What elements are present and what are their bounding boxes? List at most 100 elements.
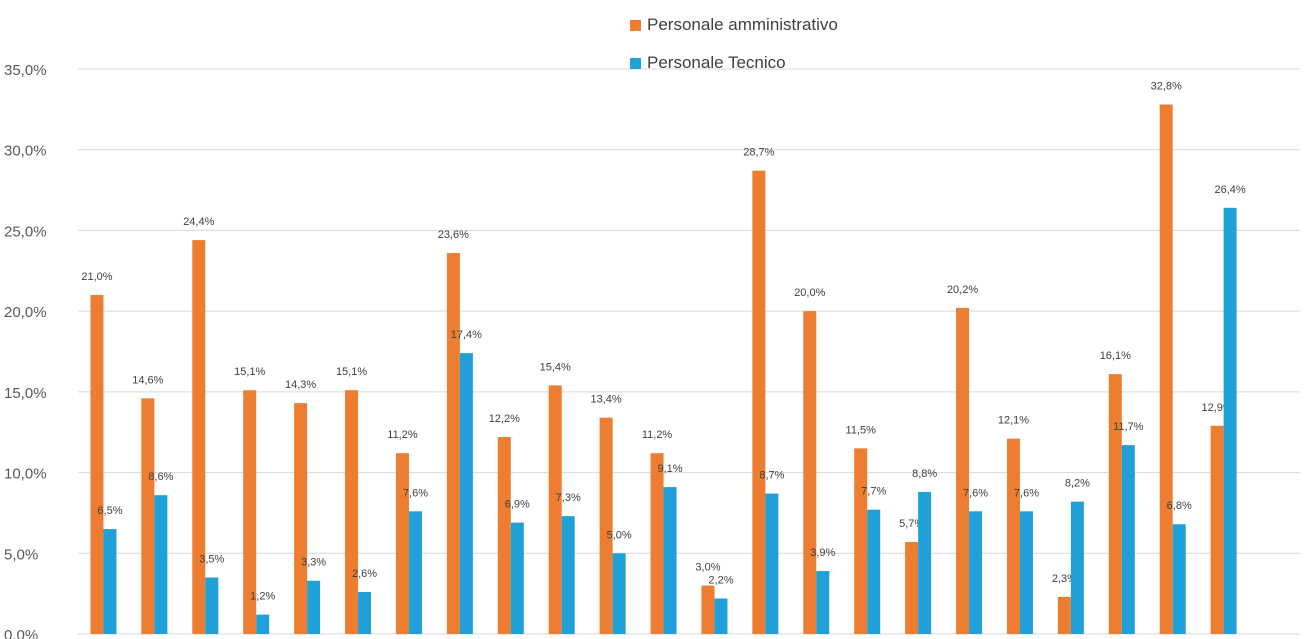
data-label-admin: 14,3% bbox=[285, 379, 316, 391]
data-label-admin: 16,1% bbox=[1100, 350, 1131, 362]
bar-tecnico bbox=[256, 614, 270, 634]
bar-tecnico bbox=[459, 353, 473, 634]
bar-tecnico bbox=[358, 592, 372, 634]
bar-admin bbox=[1006, 438, 1020, 634]
bar-tecnico bbox=[103, 529, 117, 634]
bar-admin bbox=[1057, 596, 1071, 634]
bar-tecnico bbox=[612, 553, 626, 634]
bar-admin bbox=[497, 437, 511, 634]
data-label-admin: 21,0% bbox=[81, 271, 112, 283]
data-label-tecnico: 3,3% bbox=[301, 557, 326, 569]
data-label-tecnico: 7,3% bbox=[556, 492, 581, 504]
data-label-tecnico: 8,6% bbox=[148, 471, 173, 483]
data-label-admin: 20,2% bbox=[947, 284, 978, 296]
data-label-tecnico: 8,8% bbox=[912, 468, 937, 480]
legend: Personale amministrativo Personale Tecni… bbox=[630, 6, 838, 82]
data-label-admin: 5,7% bbox=[899, 518, 924, 530]
data-label-admin: 2,3% bbox=[1052, 573, 1077, 585]
data-label-tecnico: 7,6% bbox=[403, 487, 428, 499]
data-label-tecnico: 2,2% bbox=[708, 574, 733, 586]
bar-tecnico bbox=[307, 580, 321, 634]
bar-tecnico bbox=[765, 493, 779, 634]
y-tick-label: 15,0% bbox=[4, 385, 47, 402]
data-label-tecnico: 8,7% bbox=[759, 470, 784, 482]
bar-admin bbox=[650, 453, 664, 634]
bar-tecnico bbox=[1121, 445, 1135, 634]
bar-admin bbox=[446, 253, 460, 634]
y-tick-label: 10,0% bbox=[4, 466, 47, 483]
data-label-tecnico: 6,8% bbox=[1167, 500, 1192, 512]
data-label-tecnico: 3,9% bbox=[810, 547, 835, 559]
data-label-tecnico: 5,0% bbox=[607, 529, 632, 541]
legend-swatch-tecnico bbox=[630, 57, 641, 69]
legend-label-admin: Personale amministrativo bbox=[647, 15, 838, 34]
data-label-admin: 11,2% bbox=[387, 429, 418, 441]
legend-item-admin: Personale amministrativo bbox=[630, 6, 838, 44]
data-label-admin: 12,2% bbox=[489, 413, 520, 425]
bar-tecnico bbox=[969, 511, 983, 634]
legend-label-tecnico: Personale Tecnico bbox=[647, 53, 786, 72]
bar-admin bbox=[141, 398, 155, 634]
bar-admin bbox=[803, 311, 817, 634]
bar-tecnico bbox=[663, 487, 677, 634]
data-label-tecnico: 1,2% bbox=[250, 591, 275, 603]
data-label-tecnico: 2,6% bbox=[352, 568, 377, 580]
bar-tecnico bbox=[205, 577, 219, 634]
bar-admin bbox=[90, 295, 104, 634]
bar-admin bbox=[701, 585, 715, 634]
data-label-tecnico: 7,6% bbox=[1014, 487, 1039, 499]
data-label-admin: 11,2% bbox=[642, 429, 673, 441]
data-label-admin: 24,4% bbox=[183, 216, 214, 228]
bar-admin bbox=[192, 240, 206, 634]
y-tick-label: 35,0% bbox=[4, 62, 47, 79]
bar-tecnico bbox=[816, 571, 830, 634]
data-label-admin: 13,4% bbox=[591, 394, 622, 406]
bar-tecnico bbox=[1172, 524, 1186, 634]
bar-admin bbox=[599, 417, 613, 634]
bar-admin bbox=[294, 403, 308, 634]
legend-item-tecnico: Personale Tecnico bbox=[630, 44, 838, 82]
bar-admin bbox=[752, 170, 766, 634]
y-tick-label: 0,0% bbox=[4, 627, 38, 639]
data-label-tecnico: 17,4% bbox=[451, 329, 482, 341]
data-label-admin: 11,5% bbox=[846, 424, 877, 436]
data-label-tecnico: 8,2% bbox=[1065, 478, 1090, 490]
bar-tecnico bbox=[1019, 511, 1033, 634]
y-tick-label: 25,0% bbox=[4, 223, 47, 240]
data-label-admin: 15,4% bbox=[540, 361, 571, 373]
data-label-tecnico: 7,7% bbox=[861, 486, 886, 498]
data-label-admin: 20,0% bbox=[794, 287, 825, 299]
data-label-admin: 15,1% bbox=[234, 366, 265, 378]
data-label-admin: 15,1% bbox=[336, 366, 367, 378]
data-label-admin: 14,6% bbox=[132, 374, 163, 386]
bar-admin bbox=[548, 385, 562, 634]
bar-admin bbox=[345, 390, 359, 634]
y-tick-label: 30,0% bbox=[4, 143, 47, 160]
bar-tecnico bbox=[867, 509, 881, 634]
data-label-tecnico: 6,9% bbox=[505, 499, 530, 511]
legend-swatch-admin bbox=[630, 19, 641, 31]
bar-admin bbox=[243, 390, 257, 634]
data-label-admin: 23,6% bbox=[438, 229, 469, 241]
bar-tecnico bbox=[714, 598, 728, 634]
bar-admin bbox=[395, 453, 409, 634]
data-label-admin: 28,7% bbox=[743, 147, 774, 159]
bar-admin bbox=[1108, 374, 1122, 634]
bar-tecnico bbox=[510, 522, 524, 634]
bar-admin bbox=[956, 307, 970, 634]
data-label-tecnico: 9,1% bbox=[658, 463, 683, 475]
y-tick-label: 20,0% bbox=[4, 304, 47, 321]
bar-tecnico bbox=[1223, 207, 1237, 635]
bar-tecnico bbox=[154, 495, 168, 634]
data-label-tecnico: 7,6% bbox=[963, 487, 988, 499]
data-label-tecnico: 26,4% bbox=[1215, 184, 1246, 196]
bar-admin bbox=[1159, 104, 1173, 634]
bar-admin bbox=[1210, 425, 1224, 634]
bar-tecnico bbox=[918, 491, 932, 634]
bar-tecnico bbox=[561, 516, 575, 634]
bar-admin bbox=[905, 541, 919, 634]
data-label-tecnico: 11,7% bbox=[1113, 421, 1144, 433]
data-label-tecnico: 3,5% bbox=[199, 554, 224, 566]
data-label-tecnico: 6,5% bbox=[97, 505, 122, 517]
